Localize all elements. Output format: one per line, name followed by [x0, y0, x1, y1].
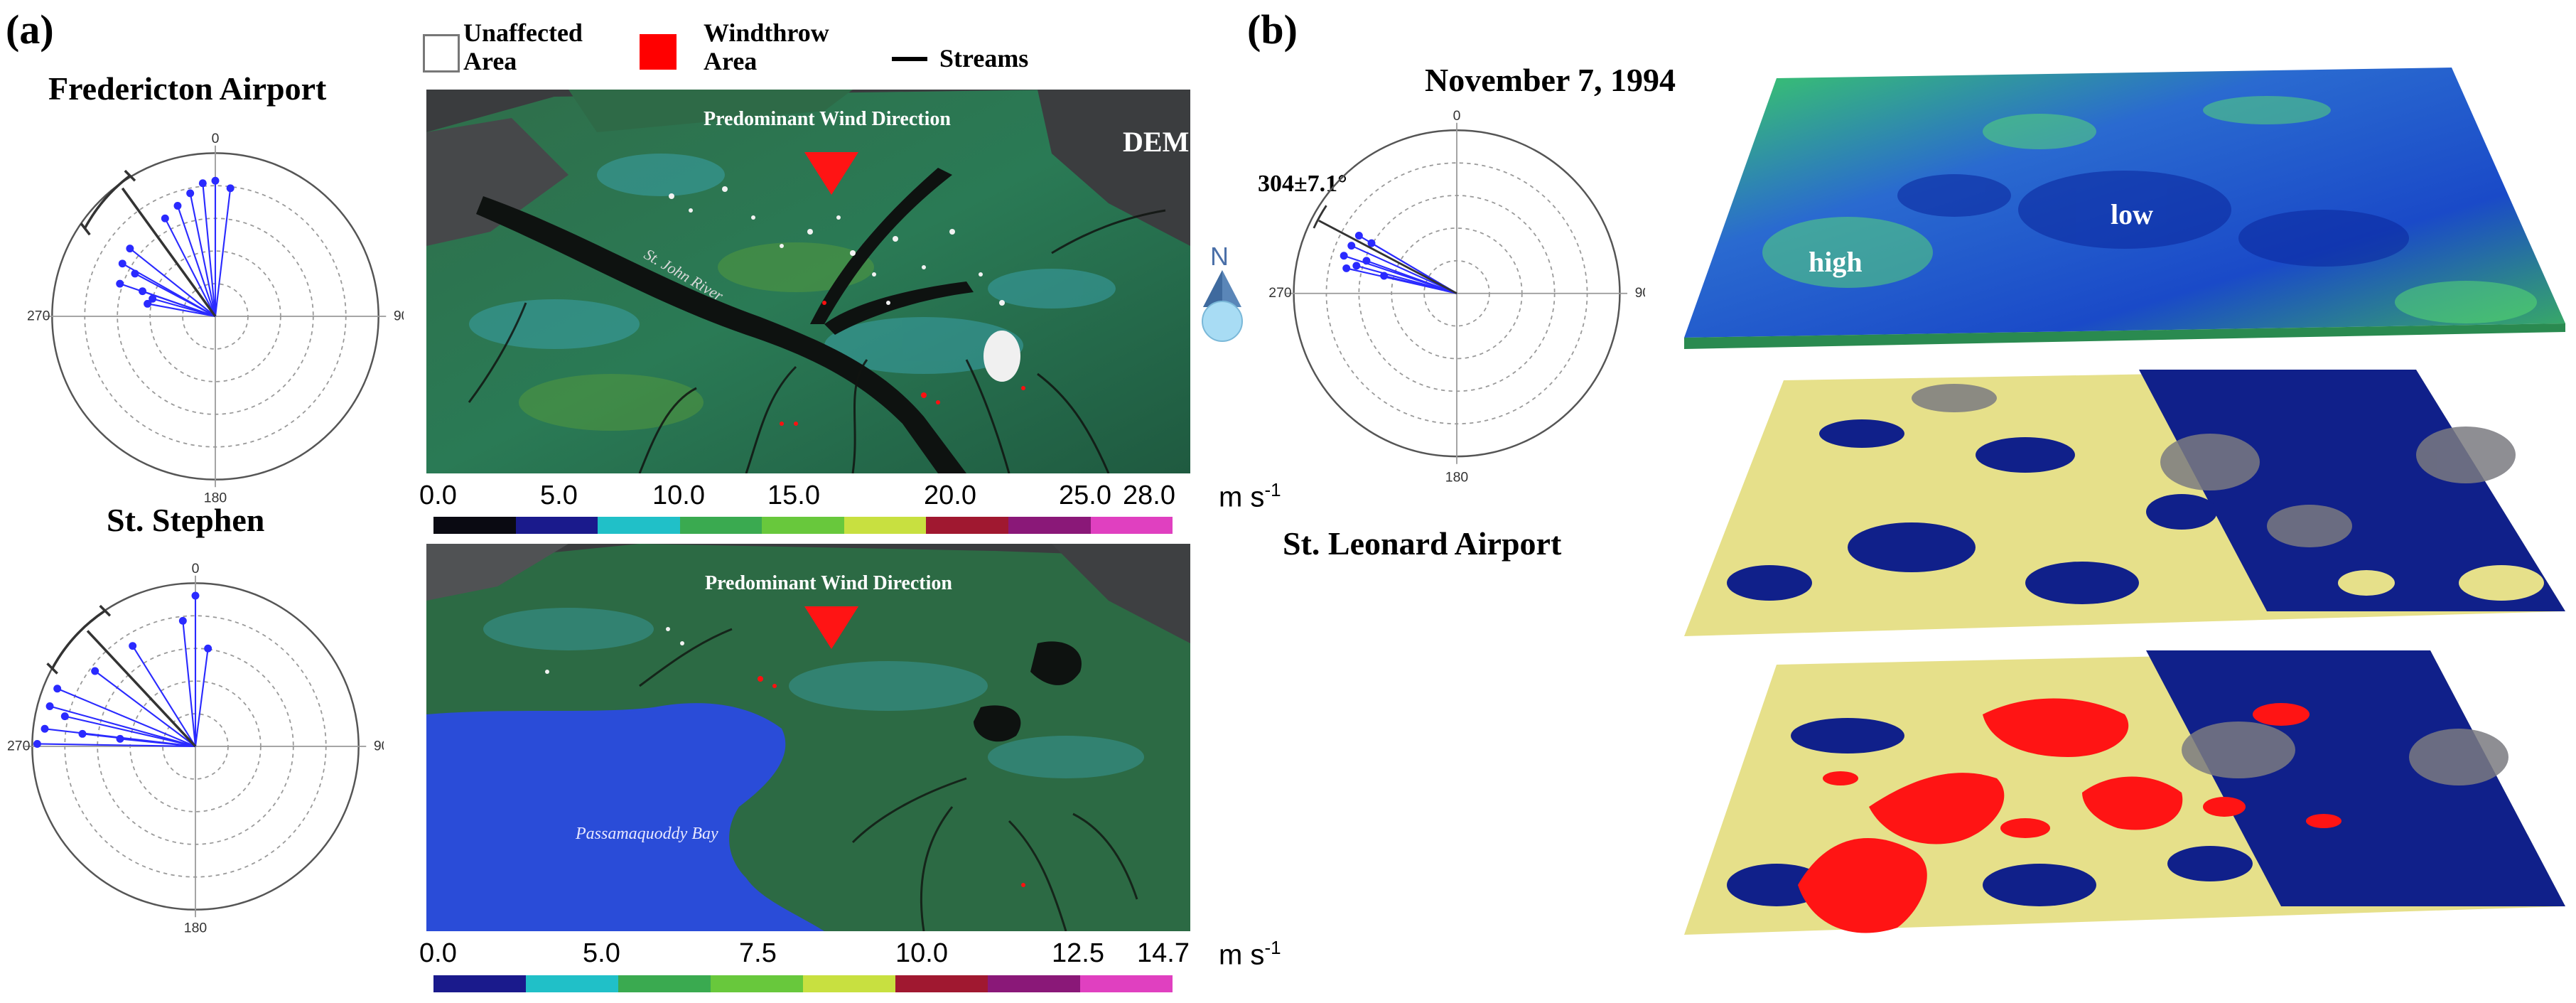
compass-letter: N: [1210, 242, 1229, 271]
colorbar-segment: [433, 517, 516, 534]
colorbar-segment: [618, 975, 711, 992]
polar-tick-0: 0: [192, 561, 200, 576]
classification-surface: [1684, 370, 2569, 647]
legend-streams-line: [892, 57, 927, 61]
polar-plot-fredericton: 0 90 180 270: [27, 128, 404, 505]
colorbar-segment: [895, 975, 988, 992]
colorbar-tick: 5.0: [540, 481, 578, 510]
colorbar-tick: 10.0: [652, 481, 705, 510]
windthrow-surface: [1684, 650, 2569, 956]
colorbar-segment: [1080, 975, 1173, 992]
colorbar-segment: [844, 517, 927, 534]
polar-tick-0: 0: [212, 131, 220, 146]
colorbar-segment: [1090, 517, 1173, 534]
colorbar-segment: [515, 517, 598, 534]
legend-unaffected-swatch: [423, 34, 460, 73]
colorbar-segment: [988, 975, 1080, 992]
colorbar-segment: [598, 517, 680, 534]
colorbar-tick: 12.5: [1052, 938, 1104, 968]
colorbar-tick: 15.0: [767, 481, 820, 510]
polar-tick-90: 90: [374, 738, 384, 753]
colorbar-bottom-ticks: 0.0 5.0 7.5 10.0 12.5 14.7: [419, 938, 1215, 971]
unit-text: m s: [1219, 481, 1265, 513]
angle-label: 304±7.1°: [1258, 171, 1347, 197]
dem-high-label: high: [1809, 246, 1863, 278]
colorbar-tick: 5.0: [583, 938, 620, 968]
unit-sup: -1: [1264, 937, 1281, 958]
map-top: Predominant Wind Direction DEM St. John …: [426, 90, 1190, 473]
polar-tick-270: 270: [1268, 285, 1292, 301]
station-title-fredericton: Fredericton Airport: [48, 70, 327, 107]
map-top-wind-label: Predominant Wind Direction: [704, 108, 951, 130]
unit-sup: -1: [1264, 479, 1281, 500]
unit-text: m s: [1219, 939, 1265, 971]
colorbar-segment: [711, 975, 803, 992]
polar-tick-180: 180: [184, 920, 208, 935]
colorbar-tick: 10.0: [895, 938, 948, 968]
legend-streams-label: Streams: [939, 44, 1029, 73]
map-bottom: Predominant Wind Direction Passamaquoddy…: [426, 544, 1190, 931]
colorbar-tick: 14.7: [1137, 938, 1190, 968]
polar-tick-90: 90: [1635, 285, 1645, 301]
station-title-st-leonard: St. Leonard Airport: [1283, 525, 1562, 562]
legend-unaffected-label: Unaffected Area: [463, 18, 583, 75]
date-title: November 7, 1994: [1425, 62, 1676, 98]
dem-surface: high low: [1684, 68, 2569, 352]
polar-tick-180: 180: [1445, 469, 1469, 485]
polar-tick-90: 90: [394, 308, 404, 323]
colorbar-top: [433, 517, 1173, 534]
colorbar-top-unit: m s-1: [1219, 479, 1281, 513]
legend-windthrow-swatch: [640, 34, 677, 70]
map-bottom-bay-label: Passamaquoddy Bay: [576, 825, 718, 843]
colorbar-tick: 20.0: [924, 481, 976, 510]
station-title-st-stephen: St. Stephen: [107, 502, 265, 538]
colorbar-bottom: [433, 975, 1173, 992]
colorbar-segment: [803, 975, 895, 992]
colorbar-tick: 25.0: [1059, 481, 1111, 510]
colorbar-tick: 28.0: [1123, 481, 1175, 510]
compass-icon: N: [1197, 242, 1247, 348]
map-bottom-wind-label: Predominant Wind Direction: [705, 572, 952, 594]
legend-windthrow-label: Windthrow Area: [704, 18, 829, 75]
polar-tick-270: 270: [7, 738, 31, 753]
polar-tick-0: 0: [1453, 108, 1461, 124]
dem-low-label: low: [2111, 198, 2153, 230]
colorbar-segment: [926, 517, 1008, 534]
colorbar-segment: [1008, 517, 1091, 534]
colorbar-bottom-unit: m s-1: [1219, 937, 1281, 971]
colorbar-segment: [762, 517, 844, 534]
colorbar-tick: 0.0: [419, 481, 457, 510]
colorbar-top-ticks: 0.0 5.0 10.0 15.0 20.0 25.0 28.0: [419, 481, 1215, 513]
map-top-dem-label: DEM: [1123, 126, 1190, 158]
polar-plot-st-leonard: 0 90 180 270: [1268, 105, 1645, 489]
panel-b-label: (b): [1247, 6, 1298, 53]
colorbar-segment: [679, 517, 762, 534]
colorbar-segment: [526, 975, 618, 992]
polar-tick-270: 270: [27, 308, 50, 323]
colorbar-tick: 0.0: [419, 938, 457, 968]
polar-tick-180: 180: [204, 490, 227, 505]
panel-a-label: (a): [6, 6, 54, 53]
polar-plot-st-stephen: 0 90 180 270: [7, 558, 384, 935]
colorbar-tick: 7.5: [739, 938, 777, 968]
colorbar-segment: [433, 975, 526, 992]
